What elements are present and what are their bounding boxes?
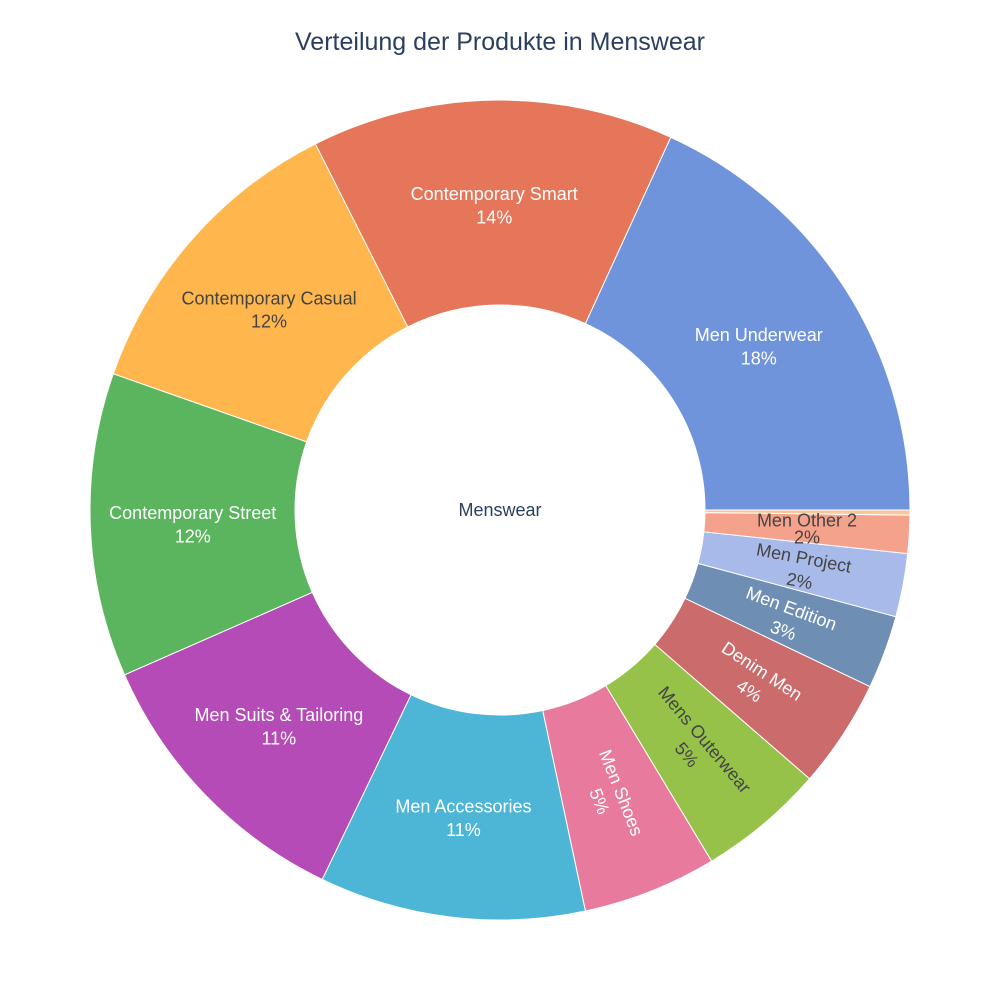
slice-label-men-accessories: Men Accessories 11% [395,797,531,840]
slice-contemporary-street[interactable] [89,373,313,676]
slice-men-underwear[interactable] [584,136,911,511]
slice-men-suits-tailoring[interactable] [123,591,412,881]
slice-label-contemporary-casual: Contemporary Casual 12% [182,288,357,331]
center-label: Menswear [458,500,541,520]
slice-label-contemporary-street: Contemporary Street 12% [109,503,276,546]
slice-unlabeled-12[interactable] [704,509,911,516]
slice-label-men-underwear: Men Underwear 18% [695,325,823,368]
slices-group [89,99,911,921]
chart-title: Verteilung der Produkte in Menswear [295,28,705,56]
slice-label-contemporary-smart: Contemporary Smart 14% [411,184,578,227]
slice-label-men-other-2: Men Other 2 2% [757,510,857,547]
slice-contemporary-smart[interactable] [314,99,672,328]
slice-label-men-suits-tailoring: Men Suits & Tailoring 11% [194,705,363,748]
slice-contemporary-casual[interactable] [112,143,409,443]
